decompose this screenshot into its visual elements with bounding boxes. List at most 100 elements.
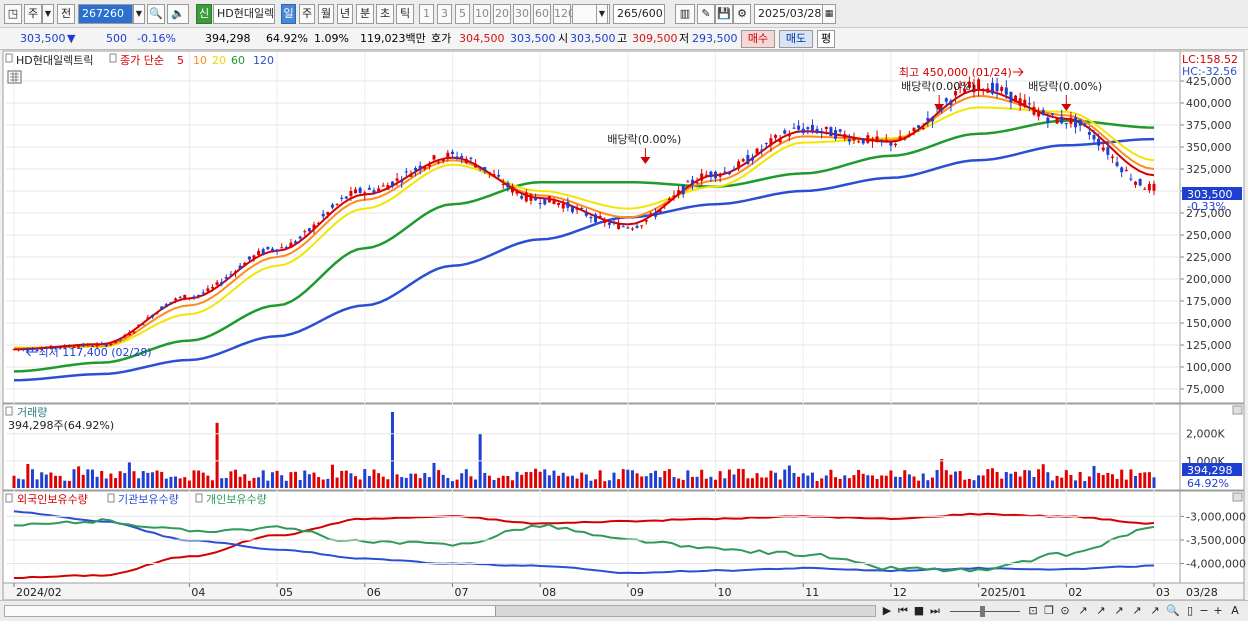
trend-tool-2-icon[interactable]: ↗ xyxy=(1096,604,1106,617)
scroll-right-icon[interactable]: ▶ xyxy=(882,604,892,617)
tab-month[interactable]: 월 xyxy=(318,4,334,24)
trend-tool-5-icon[interactable]: ↗ xyxy=(1150,604,1160,617)
candle-body xyxy=(704,174,708,176)
draw-tool-icon[interactable]: ✎ xyxy=(697,4,715,24)
tab-day[interactable]: 일 xyxy=(281,4,296,24)
interval-30[interactable]: 30 xyxy=(513,4,531,24)
candle-body xyxy=(169,302,173,304)
volume-bar xyxy=(866,475,870,488)
zoom-slider-handle[interactable] xyxy=(980,606,985,617)
overlay-icon[interactable]: ⊙ xyxy=(1060,604,1070,617)
tab-tick[interactable]: 틱 xyxy=(396,4,414,24)
bar-count-field[interactable]: 265/600 xyxy=(613,4,665,24)
panel-close-icon[interactable] xyxy=(1232,492,1243,502)
candle-body xyxy=(644,220,648,222)
pan-icon[interactable]: ▯ xyxy=(1186,604,1194,617)
volume-bar xyxy=(566,476,570,488)
holdings-lines xyxy=(13,510,1155,579)
interval-120[interactable]: 120 xyxy=(553,4,575,24)
dividend-arrow-icon xyxy=(1061,104,1072,111)
sell-button[interactable]: 매도 xyxy=(779,30,813,48)
candle-body xyxy=(229,274,233,276)
volume-bar xyxy=(880,475,884,488)
trend-tool-4-icon[interactable]: ↗ xyxy=(1132,604,1142,617)
speaker-icon[interactable]: 🔈 xyxy=(167,4,189,24)
volume-bar xyxy=(903,470,907,488)
zoom-reset-icon[interactable]: ⊡ xyxy=(1028,604,1038,617)
candle-body xyxy=(524,192,528,202)
volume-bar xyxy=(317,477,321,488)
trade-amount: 119,023백만 xyxy=(360,32,426,45)
volume-bar xyxy=(44,474,48,488)
stock-code-input[interactable]: 267260 xyxy=(78,4,133,24)
interval-3[interactable]: 3 xyxy=(437,4,452,24)
scroll-last-icon[interactable]: ⏭ xyxy=(930,604,940,617)
candle-body xyxy=(778,138,782,143)
candle-body xyxy=(834,130,838,139)
scroll-thumb[interactable] xyxy=(495,606,875,616)
open-label: 시 xyxy=(558,32,569,45)
zoom-slider-track[interactable] xyxy=(950,611,1020,612)
candle-body xyxy=(474,163,478,168)
interval-dropdown-icon[interactable]: ▼ xyxy=(596,4,608,24)
tab-week[interactable]: 주 xyxy=(299,4,315,24)
panel-close-icon[interactable] xyxy=(1232,405,1243,415)
copy-icon[interactable]: ❐ xyxy=(1044,604,1054,617)
scroll-first-icon[interactable]: ⏮ xyxy=(898,604,908,617)
search-icon[interactable]: 🔍 xyxy=(147,4,165,24)
volume-bar xyxy=(515,471,519,488)
interval-60[interactable]: 60 xyxy=(533,4,551,24)
candle-body xyxy=(820,131,824,133)
tab-second[interactable]: 초 xyxy=(376,4,394,24)
volume-bar xyxy=(875,478,879,488)
volume-bar xyxy=(358,479,362,488)
date-field[interactable]: 2025/03/28 xyxy=(754,4,824,24)
market-dropdown-icon[interactable]: ▼ xyxy=(42,4,54,24)
window-menu-icon[interactable]: ◳ xyxy=(4,4,22,24)
tab-minute[interactable]: 분 xyxy=(356,4,374,24)
volume-bar xyxy=(289,472,293,488)
candle-body xyxy=(437,161,441,163)
settings-icon[interactable]: ⚙ xyxy=(733,4,751,24)
candle-body xyxy=(100,343,104,345)
chart-area[interactable]: 75,000 100,000 125,000 150,000 175,000 200,00… xyxy=(0,0,1248,600)
avg-button[interactable]: 평 xyxy=(817,30,835,48)
interval-10[interactable]: 10 xyxy=(473,4,491,24)
candle-body xyxy=(1041,109,1045,115)
candle-body xyxy=(1092,135,1096,140)
new-stock-button[interactable]: 신 xyxy=(196,4,212,24)
search-icon[interactable]: 🔍 xyxy=(1166,604,1180,617)
zoom-in-icon[interactable]: + xyxy=(1213,604,1223,617)
stop-icon[interactable]: ■ xyxy=(913,604,925,617)
candle-body xyxy=(358,187,362,193)
prev-button[interactable]: 전 xyxy=(57,4,75,24)
calendar-icon[interactable]: ▦ xyxy=(822,4,836,24)
candle-body xyxy=(326,212,330,215)
interval-20[interactable]: 20 xyxy=(493,4,511,24)
horizontal-scrollbar[interactable] xyxy=(4,605,876,617)
interval-1[interactable]: 1 xyxy=(419,4,434,24)
candle-body xyxy=(866,135,870,143)
market-select[interactable]: 주 xyxy=(24,4,42,24)
volume-bar xyxy=(321,479,325,488)
save-icon[interactable]: 💾 xyxy=(715,4,733,24)
candle-body xyxy=(220,282,224,285)
code-dropdown-icon[interactable]: ▼ xyxy=(133,4,145,24)
volume-bar xyxy=(326,478,330,488)
volume-bar xyxy=(1097,473,1101,488)
volume-bar xyxy=(86,469,90,488)
chart-type-icon[interactable]: ▥ xyxy=(675,4,695,24)
trend-tool-1-icon[interactable]: ↗ xyxy=(1078,604,1088,617)
buy-button[interactable]: 매수 xyxy=(741,30,775,48)
x-tick-label: 03 xyxy=(1156,586,1170,599)
volume-bar xyxy=(843,475,847,488)
volume-bar xyxy=(1023,470,1027,488)
interval-5[interactable]: 5 xyxy=(455,4,470,24)
trend-tool-3-icon[interactable]: ↗ xyxy=(1114,604,1124,617)
zoom-out-icon[interactable]: − xyxy=(1199,604,1209,617)
volume-bar xyxy=(1124,479,1128,488)
tab-year[interactable]: 년 xyxy=(337,4,353,24)
candle-body xyxy=(880,139,884,141)
font-size-icon[interactable]: A xyxy=(1231,604,1239,617)
volume-bar xyxy=(778,479,782,488)
